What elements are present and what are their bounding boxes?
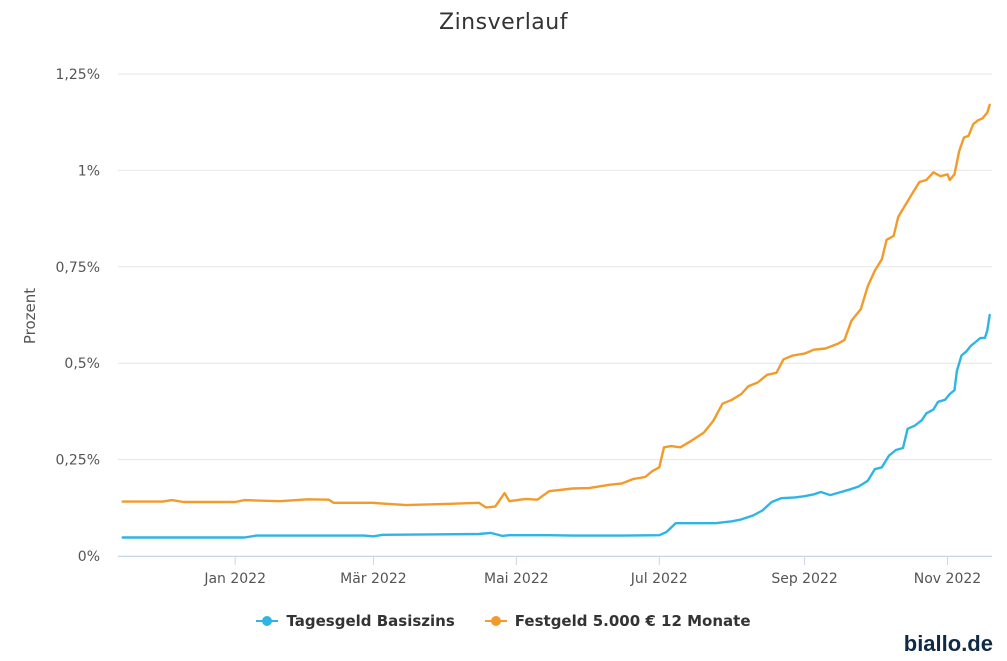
plot-area: 0% 0,25% 0,5% 0,75% 1% 1,25% Jan 2022 Mär 2022…: [21, 67, 992, 587]
x-tick-label: Sep 2022: [771, 571, 837, 587]
legend-item-festgeld[interactable]: Festgeld 5.000 € 12 Monate: [484, 612, 751, 630]
chart-title: Zinsverlauf: [439, 10, 568, 35]
series-layer: [121, 103, 991, 539]
series-line-festgeld: [121, 103, 991, 509]
x-tick-label: Nov 2022: [914, 571, 981, 587]
y-tick-label: 1,25%: [56, 67, 100, 83]
x-tick-label: Jul 2022: [630, 571, 688, 587]
y-tick-label: 0%: [78, 549, 100, 565]
y-tick-label: 0,25%: [56, 453, 100, 469]
y-tick-label: 0,5%: [64, 356, 100, 372]
series-line-tagesgeld: [121, 313, 991, 539]
x-tick-label: Jan 2022: [203, 571, 266, 587]
legend-item-tagesgeld[interactable]: Tagesgeld Basiszins: [256, 612, 455, 630]
x-tick-labels: Jan 2022 Mär 2022 Mai 2022 Jul 2022 Sep 2022…: [203, 571, 981, 587]
legend-label-tagesgeld: Tagesgeld Basiszins: [286, 612, 455, 630]
brand-logo: biallo.de: [903, 631, 993, 656]
y-tick-labels: 0% 0,25% 0,5% 0,75% 1% 1,25%: [56, 67, 100, 565]
legend-swatch-festgeld: [484, 616, 507, 626]
legend-label-festgeld: Festgeld 5.000 € 12 Monate: [514, 612, 751, 630]
y-tick-label: 0,75%: [56, 260, 100, 276]
legend: Tagesgeld Basiszins Festgeld 5.000 € 12 …: [0, 612, 1007, 630]
x-tick-label: Mai 2022: [484, 571, 549, 587]
y-axis-label: Prozent: [21, 288, 39, 344]
grid-layer: [118, 73, 992, 565]
y-tick-label: 1%: [78, 163, 100, 179]
legend-swatch-tagesgeld: [256, 616, 279, 626]
x-tick-label: Mär 2022: [340, 571, 407, 587]
